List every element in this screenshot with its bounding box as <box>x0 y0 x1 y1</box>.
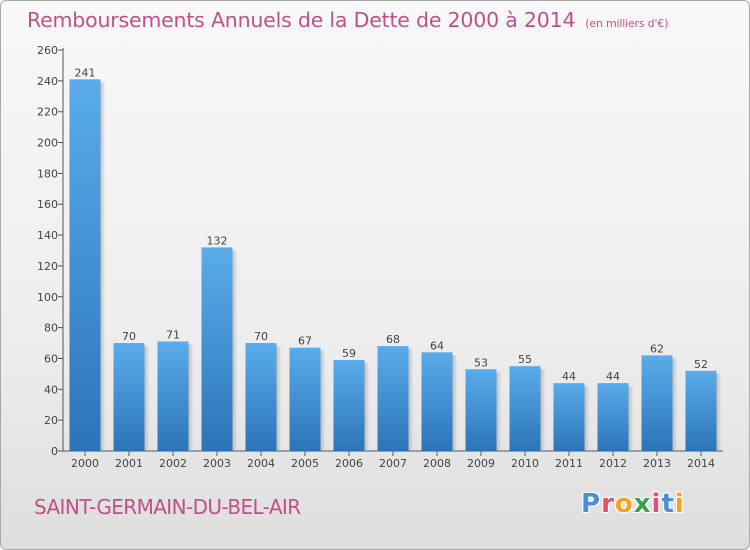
y-tick-label: 20 <box>44 414 58 427</box>
bar-shadow <box>672 358 678 451</box>
value-label: 55 <box>518 353 532 366</box>
bar-shadow <box>188 344 194 451</box>
y-tick-label: 220 <box>37 106 58 119</box>
proxiti-logo: Proxiti <box>581 489 685 519</box>
value-label: 62 <box>650 342 664 355</box>
logo-letter: x <box>633 489 652 519</box>
value-label: 52 <box>694 358 708 371</box>
x-tick-label: 2010 <box>511 457 539 470</box>
bar-shadow <box>100 82 106 452</box>
y-tick-label: 0 <box>51 445 58 458</box>
bar <box>509 366 541 451</box>
logo-letter: o <box>614 489 634 519</box>
logo-letter: i <box>674 489 685 519</box>
bar <box>69 79 101 452</box>
logo-letter: r <box>601 489 615 519</box>
title-unit: (en milliers d'€) <box>585 17 669 30</box>
bar-shadow <box>716 373 722 451</box>
value-label: 59 <box>342 347 356 360</box>
x-axis: 2000 2001 2002 2003 2004 2005 2006 2007 2008 2009… <box>63 450 723 470</box>
bar <box>157 341 189 451</box>
bar <box>201 247 233 451</box>
y-tick-label: 100 <box>37 291 58 304</box>
y-tick-label: 60 <box>44 352 58 365</box>
x-tick-label: 2006 <box>335 457 363 470</box>
x-tick-label: 2005 <box>291 457 319 470</box>
logo-letter: P <box>581 489 602 519</box>
bar-shadow <box>232 250 238 451</box>
bar-shadow <box>408 349 414 451</box>
bar <box>685 370 717 451</box>
chart-title: Remboursements Annuels de la Dette de 20… <box>27 8 668 32</box>
value-label: 70 <box>254 330 268 343</box>
bar-shadow <box>364 363 370 451</box>
bar <box>421 352 453 451</box>
x-tick-label: 2001 <box>115 457 143 470</box>
value-label: 71 <box>166 328 180 341</box>
value-label: 132 <box>207 234 228 247</box>
bar <box>553 383 585 451</box>
x-tick-label: 2004 <box>247 457 275 470</box>
bar-shadow <box>320 350 326 451</box>
bar <box>113 343 145 451</box>
title-text: Remboursements Annuels de la Dette de 20… <box>27 8 576 32</box>
value-label: 44 <box>606 370 620 383</box>
logo-letter: i <box>651 489 662 519</box>
x-tick-label: 2013 <box>643 457 671 470</box>
x-tick-label: 2002 <box>159 457 187 470</box>
x-tick-label: 2011 <box>555 457 583 470</box>
x-tick-label: 2003 <box>203 457 231 470</box>
bar <box>377 346 409 451</box>
x-tick-label: 2014 <box>687 457 715 470</box>
bar <box>289 347 321 451</box>
bar-shadow <box>628 386 634 451</box>
y-tick-label: 160 <box>37 198 58 211</box>
bar-shadow <box>144 346 150 451</box>
y-tick-label: 120 <box>37 260 58 273</box>
y-tick-label: 260 <box>37 44 58 57</box>
logo-letter: t <box>661 489 675 519</box>
value-label: 53 <box>474 356 488 369</box>
bar <box>465 369 497 451</box>
y-tick-label: 180 <box>37 167 58 180</box>
value-label: 68 <box>386 333 400 346</box>
x-tick-label: 2000 <box>71 457 99 470</box>
value-label: 241 <box>75 66 96 79</box>
bar <box>333 360 365 451</box>
y-tick-label: 80 <box>44 322 58 335</box>
y-tick-label: 140 <box>37 229 58 242</box>
x-tick-label: 2008 <box>423 457 451 470</box>
value-label: 44 <box>562 370 576 383</box>
bar-shadow <box>496 372 502 451</box>
y-axis: 0 20 40 60 80 100 120 140 160 180 200 220 240 260 <box>37 44 64 458</box>
x-tick-label: 2012 <box>599 457 627 470</box>
bar-shadow <box>540 369 546 451</box>
bar-shadow <box>584 386 590 451</box>
x-tick-label: 2007 <box>379 457 407 470</box>
y-tick-label: 40 <box>44 383 58 396</box>
bar-shadow <box>452 355 458 451</box>
y-tick-label: 200 <box>37 137 58 150</box>
bar <box>245 343 277 451</box>
x-tick-label: 2009 <box>467 457 495 470</box>
bars: 241 70 71 132 70 67 59 68 64 53 55 44 44 62 52 <box>69 66 722 452</box>
y-tick-label: 240 <box>37 75 58 88</box>
bar <box>641 355 673 451</box>
commune-name: SAINT-GERMAIN-DU-BEL-AIR <box>34 495 301 519</box>
bar <box>597 383 629 451</box>
value-label: 67 <box>298 335 312 348</box>
bar-shadow <box>276 346 282 451</box>
value-label: 64 <box>430 339 444 352</box>
value-label: 70 <box>122 330 136 343</box>
